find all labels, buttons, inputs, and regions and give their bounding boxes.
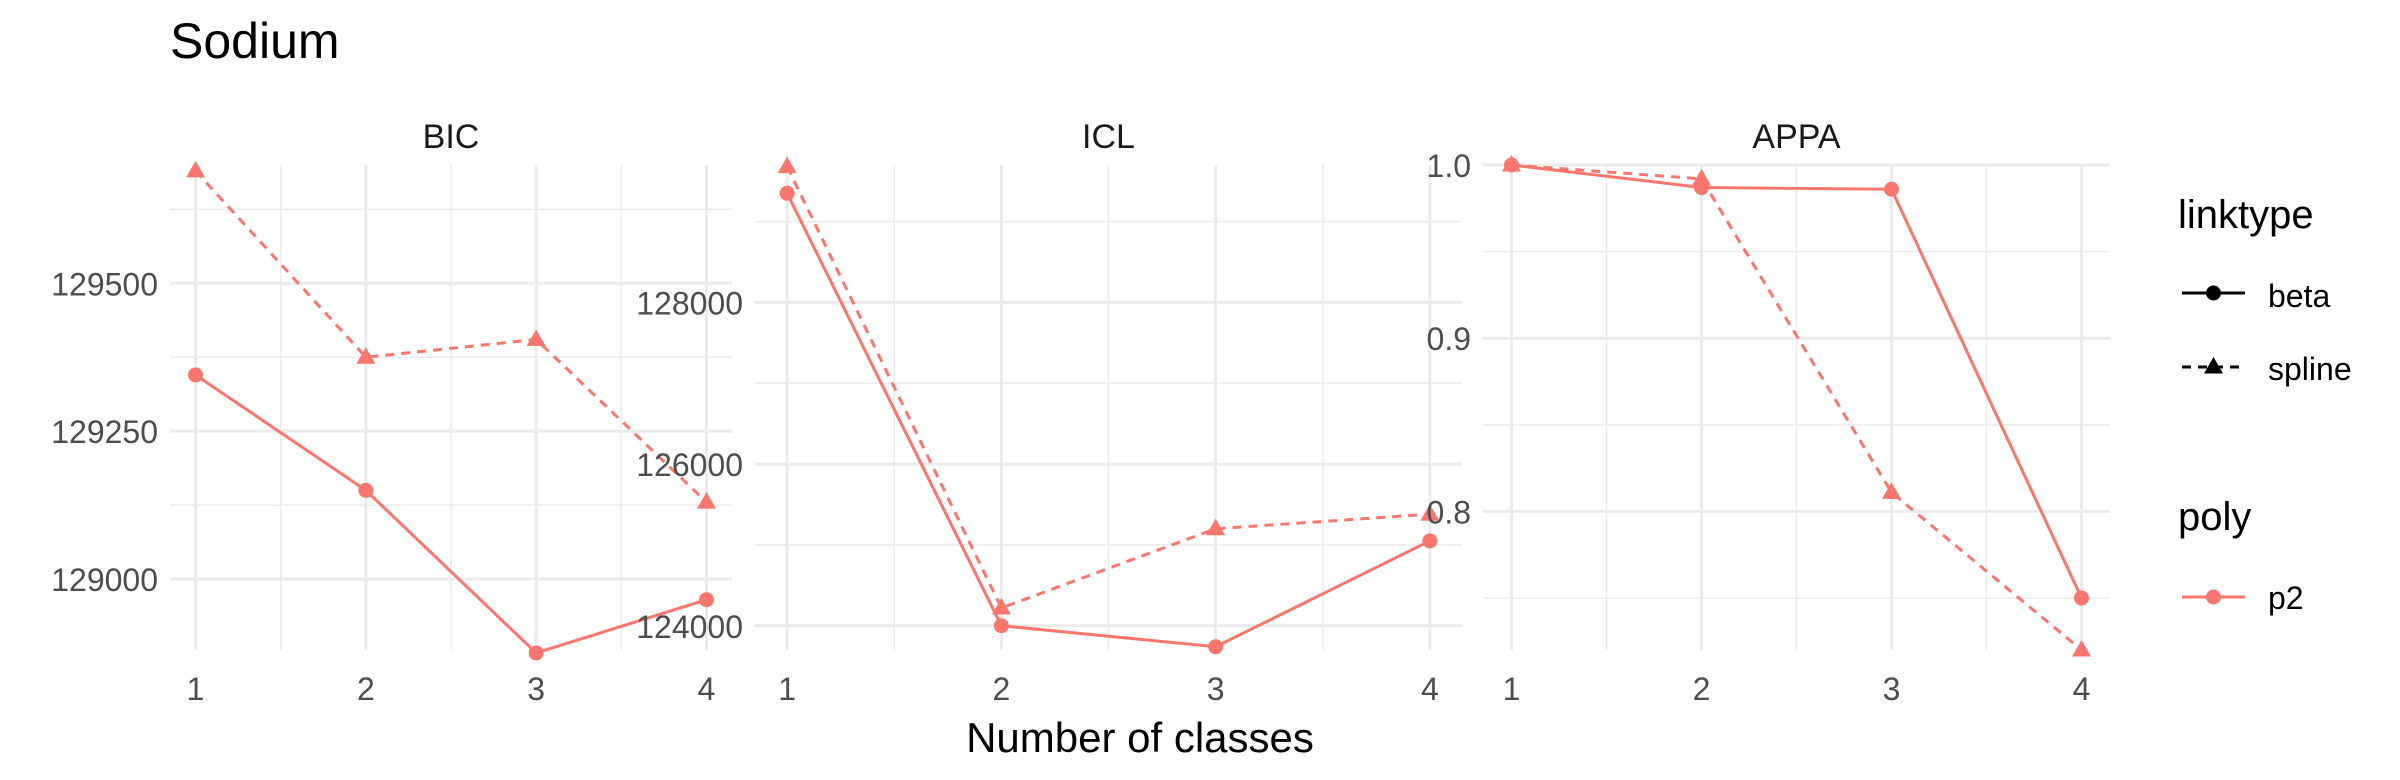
panel-title: APPA xyxy=(1752,118,1841,156)
panel-title: BIC xyxy=(423,118,480,156)
x-tick-label: 2 xyxy=(357,671,375,707)
series-line-beta xyxy=(194,373,707,655)
legend-label-beta: beta xyxy=(2268,278,2330,314)
series-line-spline xyxy=(785,165,1430,610)
point-spline xyxy=(526,329,546,346)
y-tick-label: 0.8 xyxy=(1427,494,1471,530)
y-tick-label: 129250 xyxy=(51,414,158,450)
point-spline xyxy=(186,160,206,178)
x-tick-label: 1 xyxy=(778,671,796,707)
point-spline xyxy=(777,156,797,174)
series-line-spline xyxy=(194,169,708,504)
x-tick-label: 2 xyxy=(1693,671,1711,707)
legend-key-p2-point xyxy=(2206,589,2221,605)
point-spline xyxy=(2072,640,2091,657)
point-beta xyxy=(2074,590,2089,606)
x-tick-label: 3 xyxy=(527,671,545,707)
point-beta xyxy=(358,482,374,498)
point-beta xyxy=(528,645,544,661)
point-spline xyxy=(1420,504,1440,521)
series-line-beta xyxy=(785,192,1431,649)
point-beta xyxy=(188,367,204,383)
x-tick-label: 4 xyxy=(698,671,716,707)
legend-title-poly: poly xyxy=(2178,495,2251,539)
panel-appa: APPA 0.8 0.9 1.0 1 2 3 4 xyxy=(1427,118,2110,707)
y-tick-label: 126000 xyxy=(636,447,743,483)
y-tick-label: 128000 xyxy=(636,285,743,321)
x-tick-label: 2 xyxy=(992,671,1010,707)
point-spline xyxy=(696,492,716,509)
panel-icl: ICL 124000 126000 128000 1 2 3 4 xyxy=(636,118,1462,707)
point-spline xyxy=(991,597,1011,615)
series-line-spline xyxy=(1511,163,2083,652)
point-spline xyxy=(356,347,376,364)
x-tick-label: 4 xyxy=(1421,671,1439,707)
point-beta xyxy=(698,592,714,608)
point-spline xyxy=(1692,168,1711,186)
legend: linktype beta spline poly p2 xyxy=(2178,193,2352,616)
x-tick-label: 1 xyxy=(1503,671,1521,707)
x-tick-label: 1 xyxy=(187,671,205,707)
series-line-beta xyxy=(1511,163,2083,599)
y-tick-label: 129500 xyxy=(51,266,158,302)
point-spline xyxy=(1206,518,1226,536)
point-beta xyxy=(1422,533,1438,549)
legend-label-spline: spline xyxy=(2268,351,2352,387)
y-tick-label: 129000 xyxy=(51,562,158,598)
legend-label-p2: p2 xyxy=(2268,580,2304,616)
legend-key-beta-point xyxy=(2206,285,2221,301)
y-tick-label: 1.0 xyxy=(1427,148,1471,184)
point-beta xyxy=(993,618,1009,634)
legend-key-spline-point xyxy=(2204,357,2223,374)
x-tick-label: 4 xyxy=(2073,671,2091,707)
x-tick-label: 3 xyxy=(1207,671,1225,707)
point-beta xyxy=(1884,181,1899,197)
point-spline xyxy=(1882,482,1901,499)
y-tick-label: 124000 xyxy=(636,609,743,645)
chart-title: Sodium xyxy=(170,13,340,69)
x-tick-label: 3 xyxy=(1883,671,1901,707)
point-spline xyxy=(1502,155,1521,172)
point-beta xyxy=(779,185,795,201)
panel-bic: BIC 129000 129250 129500 1 2 3 4 xyxy=(51,118,732,707)
x-axis-label: Number of classes xyxy=(966,714,1314,761)
legend-title-linktype: linktype xyxy=(2178,193,2314,237)
panel-title: ICL xyxy=(1082,118,1135,156)
point-beta xyxy=(1208,639,1224,655)
y-tick-label: 0.9 xyxy=(1427,321,1471,357)
